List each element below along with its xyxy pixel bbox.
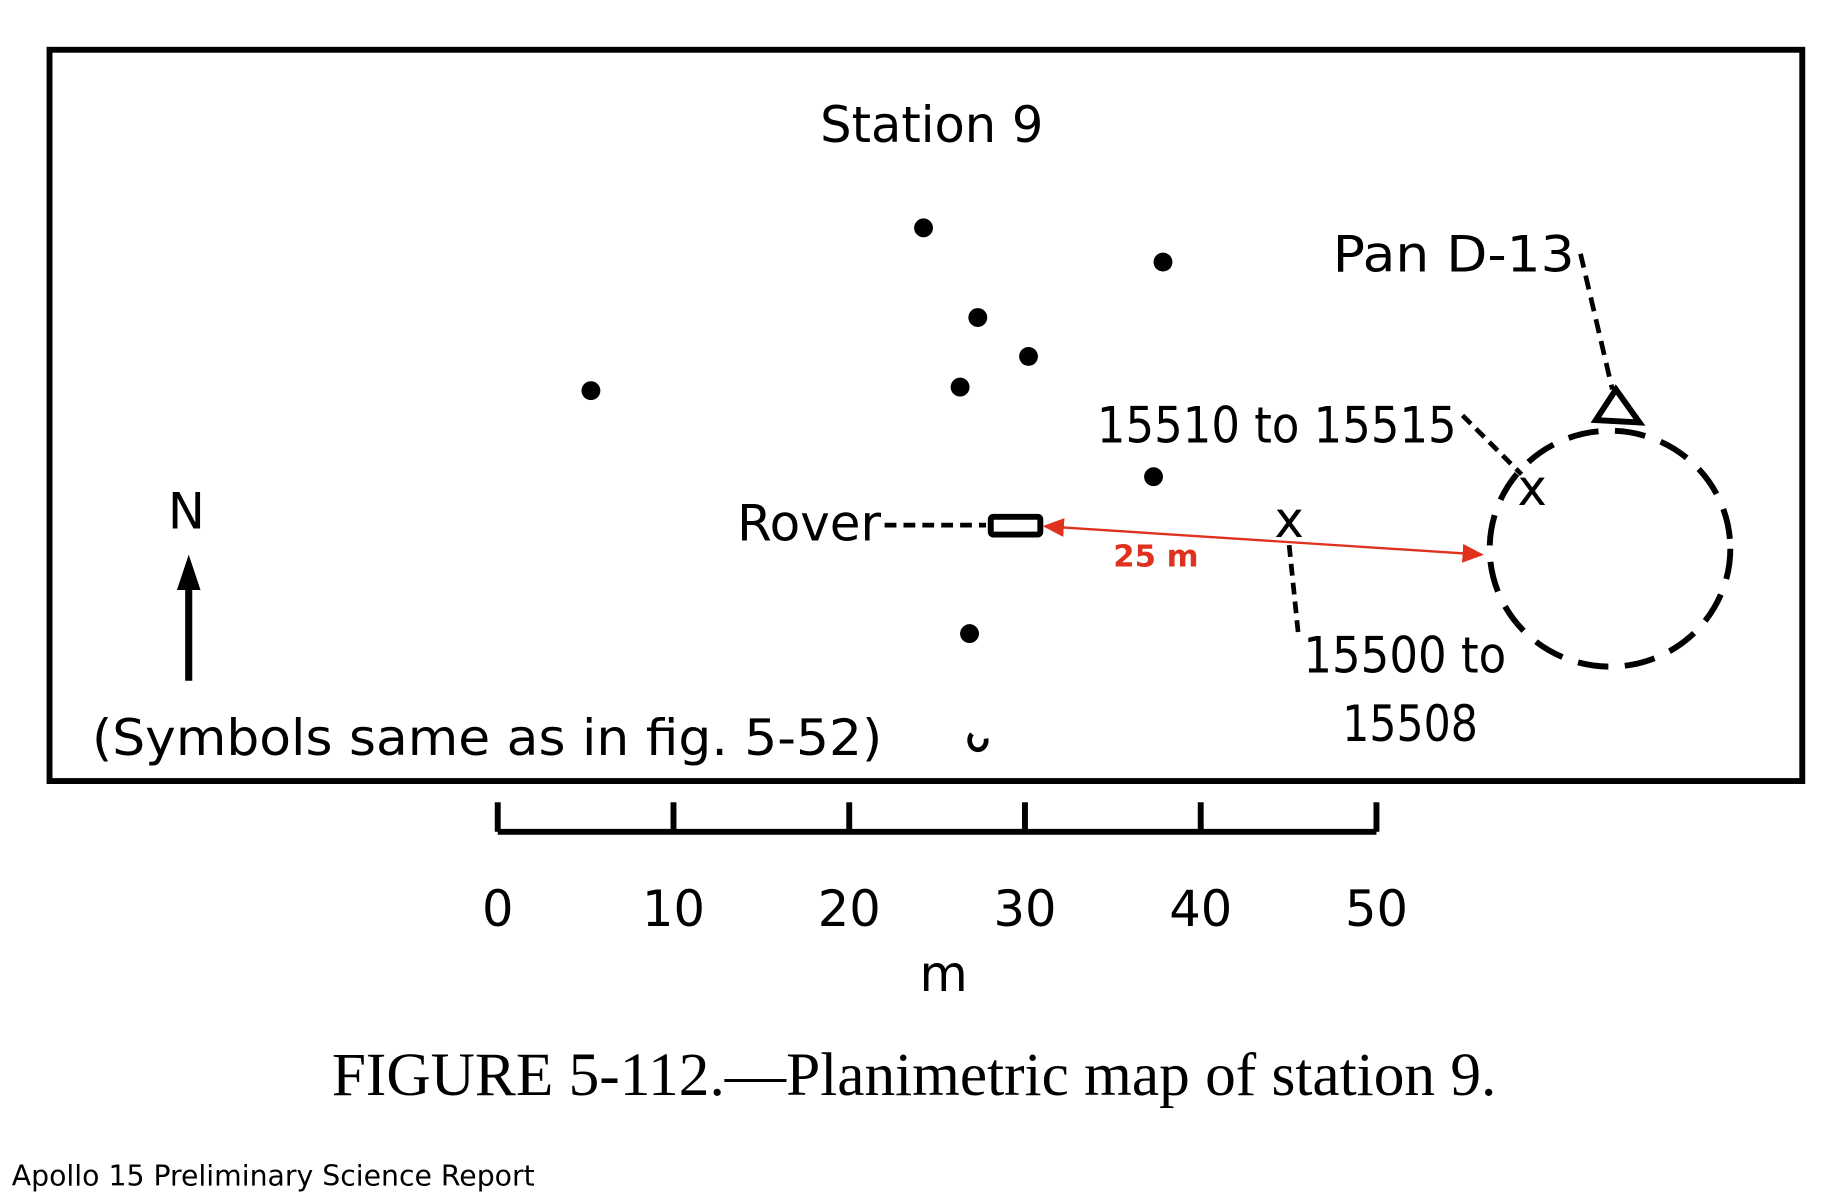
boulder: [1144, 467, 1163, 487]
north-label: N: [168, 483, 205, 541]
sample-x: x: [1517, 459, 1546, 517]
rover-symbol: [987, 513, 1044, 538]
sample-x: x: [1275, 491, 1304, 549]
boulder: [1153, 252, 1173, 272]
map-title: Station 9: [820, 96, 1043, 154]
scale-tick-label: 50: [1345, 880, 1408, 938]
rover-label: Rover: [737, 494, 882, 552]
scale-tick-label: 0: [482, 880, 514, 938]
leader-line: [1286, 544, 1301, 638]
scale-tick-label: 40: [1169, 880, 1232, 938]
scale-unit: m: [919, 945, 967, 1003]
sample-label: 15510 to 15515: [1097, 397, 1457, 455]
pan-label: Pan D-13: [1333, 226, 1575, 284]
crater-rim: [1486, 427, 1734, 670]
pan-station: [1590, 384, 1646, 426]
boulder: [581, 381, 601, 401]
sample-label: 15500 to: [1303, 627, 1506, 685]
source: Apollo 15 Preliminary Science Report: [12, 1160, 535, 1193]
caption: FIGURE 5-112.—Planimetric map of station…: [332, 1041, 1497, 1109]
scale-tick-label: 20: [818, 880, 881, 938]
boulder: [960, 624, 979, 644]
sample-label: 15508: [1342, 695, 1478, 753]
boulder: [914, 218, 933, 238]
boulder: [968, 308, 988, 327]
boulder: [950, 377, 970, 397]
scale-tick-label: 30: [993, 880, 1056, 938]
symbols-note: (Symbols same as in fig. 5-52): [92, 709, 882, 767]
boulders: [581, 218, 1173, 644]
leader-line: [1460, 413, 1524, 477]
distance-label: 25 m: [1113, 539, 1198, 574]
leader-line: [1578, 253, 1615, 391]
scale-tick-label: 10: [642, 880, 705, 938]
boulder: [1019, 347, 1038, 366]
small-crater: [967, 732, 989, 753]
north-arrow-head: [176, 554, 201, 590]
scale-bar: 0 10 20 30 40 50: [482, 802, 1408, 938]
distance-arrow: [1042, 518, 1484, 563]
map-frame: [46, 46, 1806, 784]
